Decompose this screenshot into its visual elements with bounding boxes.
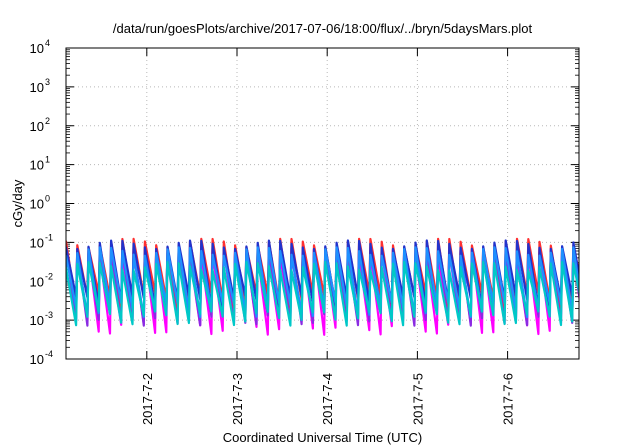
y-tick-label: 10 xyxy=(30,80,44,95)
y-tick-exponent: 2 xyxy=(45,116,50,126)
y-tick-exponent: -4 xyxy=(45,349,53,359)
plot-frame xyxy=(65,47,580,360)
y-tick-label: 10 xyxy=(30,235,44,250)
chart-title: /data/run/goesPlots/archive/2017-07-06/1… xyxy=(113,21,533,36)
y-tick-label: 10 xyxy=(30,119,44,134)
x-tick-label: 2017-7-6 xyxy=(501,373,516,425)
y-tick-exponent: 4 xyxy=(45,38,50,48)
y-axis-label: cGy/day xyxy=(10,179,25,227)
y-tick-label: 10 xyxy=(30,41,44,56)
x-tick-label: 2017-7-3 xyxy=(230,373,245,425)
y-tick-exponent: 1 xyxy=(45,155,50,165)
y-tick-label: 10 xyxy=(30,352,44,367)
y-tick-label: 10 xyxy=(30,274,44,289)
x-tick-label: 2017-7-4 xyxy=(320,373,335,425)
x-tick-label: 2017-7-2 xyxy=(140,373,155,425)
y-tick-exponent: -1 xyxy=(45,232,53,242)
series-group xyxy=(66,237,579,336)
series-line xyxy=(66,260,579,327)
x-tick-label: 2017-7-5 xyxy=(410,373,425,425)
y-tick-exponent: -3 xyxy=(45,310,53,320)
y-tick-exponent: 0 xyxy=(45,194,50,204)
y-tick-exponent: -2 xyxy=(45,271,53,281)
y-tick-exponent: 3 xyxy=(45,77,50,87)
y-tick-label: 10 xyxy=(30,313,44,328)
y-tick-label: 10 xyxy=(30,158,44,173)
x-axis-label: Coordinated Universal Time (UTC) xyxy=(223,430,422,445)
y-tick-label: 10 xyxy=(30,197,44,212)
